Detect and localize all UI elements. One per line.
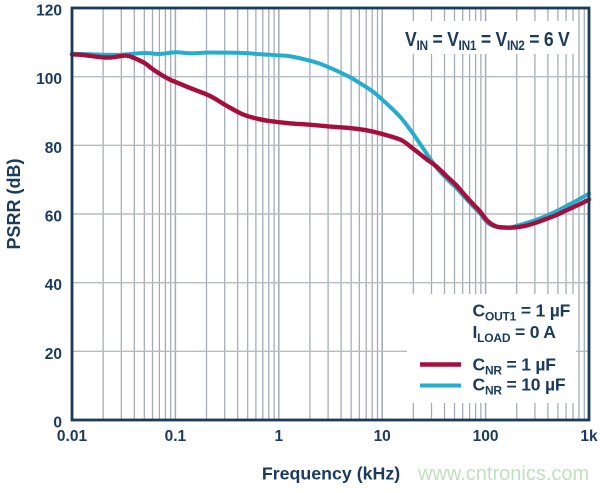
svg-text:ILOAD​ = 0 A: ILOAD​ = 0 A xyxy=(473,322,557,345)
svg-text:VIN​ = VIN1​ = VIN2​ = 6 V: VIN​ = VIN1​ = VIN2​ = 6 V xyxy=(405,28,570,53)
svg-text:40: 40 xyxy=(45,277,62,294)
svg-text:1: 1 xyxy=(274,428,283,445)
svg-text:60: 60 xyxy=(45,209,62,226)
svg-text:CNR​ = 10 µF: CNR​ = 10 µF xyxy=(473,375,566,398)
svg-text:0: 0 xyxy=(53,415,62,432)
svg-text:20: 20 xyxy=(45,346,62,363)
svg-text:PSRR (dB): PSRR (dB) xyxy=(4,159,24,250)
svg-text:Frequency (kHz): Frequency (kHz) xyxy=(262,464,400,484)
svg-text:www.cntronics.com: www.cntronics.com xyxy=(417,463,589,485)
svg-text:100: 100 xyxy=(36,71,62,88)
svg-text:0.01: 0.01 xyxy=(57,428,88,445)
svg-text:CNR​ = 1 µF: CNR​ = 1 µF xyxy=(473,355,557,378)
svg-text:10: 10 xyxy=(374,428,391,445)
svg-text:COUT1​ = 1 µF: COUT1​ = 1 µF xyxy=(473,301,571,324)
svg-text:0.1: 0.1 xyxy=(165,428,187,445)
svg-text:120: 120 xyxy=(36,3,62,20)
svg-text:1k: 1k xyxy=(580,428,598,445)
svg-text:100: 100 xyxy=(473,428,499,445)
svg-text:80: 80 xyxy=(45,140,62,157)
